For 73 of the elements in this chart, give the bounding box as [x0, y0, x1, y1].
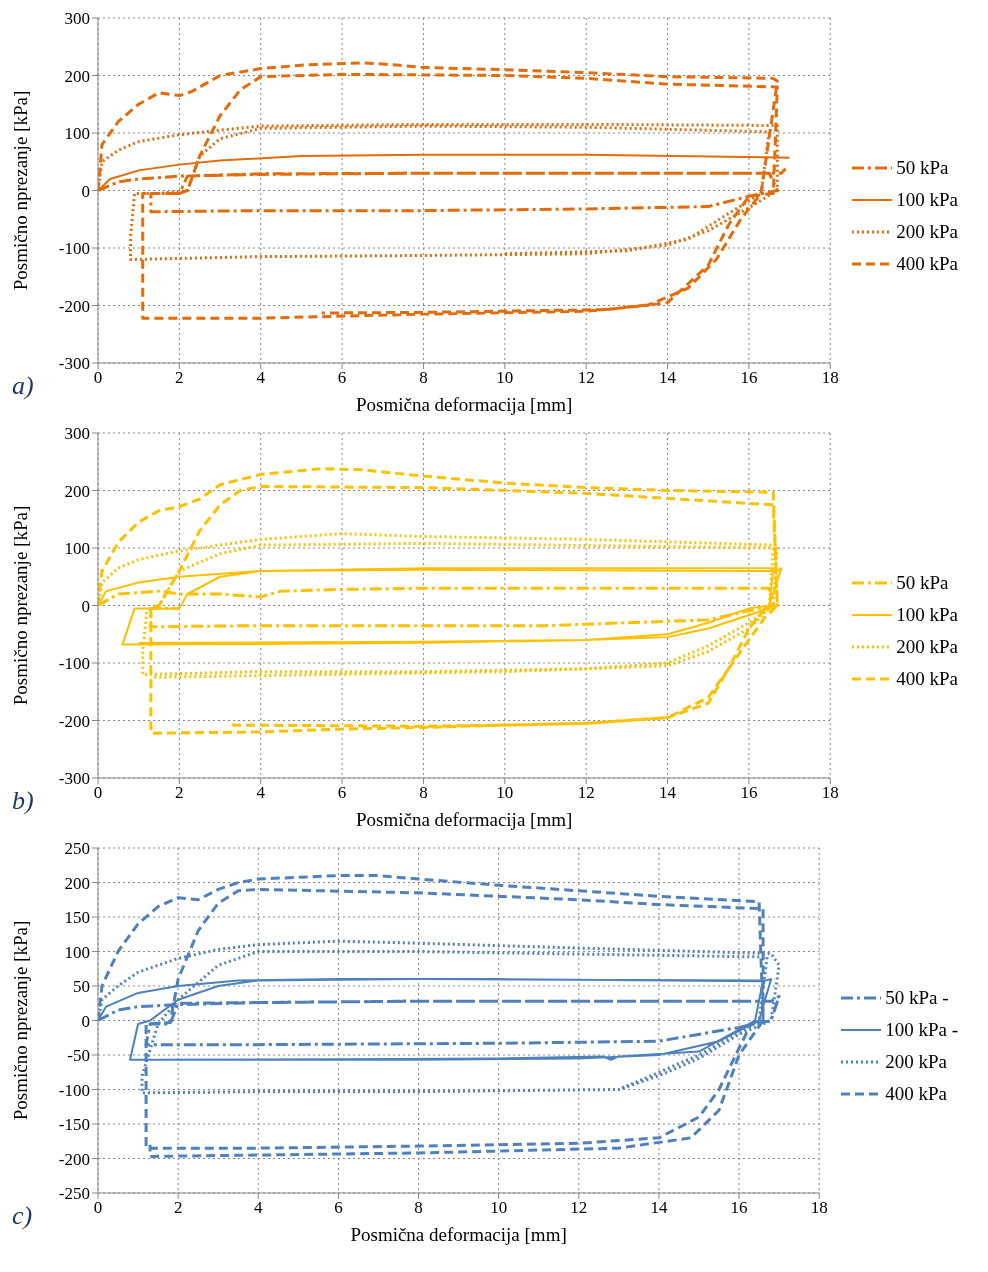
x-tick-label: 16 — [730, 1198, 748, 1218]
legend-label: 100 kPa - — [885, 1018, 958, 1041]
x-tick-label: 14 — [659, 783, 677, 803]
x-tick-label: 8 — [419, 368, 428, 388]
y-tick-label: -300 — [58, 354, 90, 374]
legend-label: 200 kPa — [896, 220, 958, 243]
x-tick-label: 16 — [740, 783, 758, 803]
legend-label: 400 kPa — [885, 1082, 947, 1105]
x-tick-label: 18 — [821, 783, 839, 803]
y-tick-label: 300 — [64, 424, 90, 444]
x-tick-label: 4 — [256, 783, 266, 803]
x-tick-label: 6 — [337, 783, 347, 803]
x-tick-label: 2 — [175, 368, 184, 388]
x-tick-label: 18 — [810, 1198, 828, 1218]
x-tick-label: 2 — [175, 783, 184, 803]
y-tick-label: 0 — [81, 1011, 90, 1031]
x-tick-label: 18 — [821, 368, 839, 388]
y-tick-label: -100 — [58, 1080, 90, 1100]
y-tick-label: 0 — [81, 596, 90, 616]
x-tick-label: 16 — [740, 368, 758, 388]
legend-label: 400 kPa — [896, 667, 958, 690]
y-tick-label: -150 — [58, 1115, 90, 1135]
x-tick-label: 8 — [414, 1198, 423, 1218]
x-tick-label: 2 — [173, 1198, 183, 1218]
x-axis-title: Posmična deformacija [mm] — [355, 394, 573, 415]
y-tick-label: -100 — [58, 654, 90, 674]
y-tick-label: -100 — [58, 239, 90, 259]
x-axis-title: Posmična deformacija [mm] — [355, 809, 573, 830]
legend-label: 50 kPa — [896, 571, 949, 594]
x-tick-label: 8 — [419, 783, 428, 803]
text: c) — [12, 1201, 33, 1231]
y-tick-label: 200 — [64, 873, 90, 893]
y-axis-title: Posmično nprezanje [kPa] — [9, 920, 31, 1121]
y-tick-label: 150 — [64, 908, 90, 928]
text: a) — [12, 371, 34, 401]
x-tick-label: 12 — [570, 1198, 588, 1218]
y-tick-label: 200 — [64, 66, 90, 86]
y-tick-label: -250 — [58, 1184, 90, 1204]
y-tick-label: 100 — [64, 539, 90, 559]
y-tick-label: 300 — [64, 9, 90, 29]
legend-label: 100 kPa — [896, 603, 958, 626]
legend-label: 100 kPa — [896, 188, 958, 211]
legend-label: 50 kPa — [896, 156, 949, 179]
text: b) — [12, 786, 34, 816]
x-tick-label: 10 — [490, 1198, 508, 1218]
x-tick-label: 12 — [577, 783, 595, 803]
y-axis-title: Posmično nprezanje [kPa] — [9, 505, 31, 706]
y-tick-label: -50 — [67, 1046, 90, 1066]
y-tick-label: 100 — [64, 124, 90, 144]
y-tick-label: -200 — [58, 296, 90, 316]
x-tick-label: 14 — [659, 368, 677, 388]
legend-label: 50 kPa - — [885, 986, 949, 1009]
y-tick-label: 200 — [64, 481, 90, 501]
y-tick-label: 100 — [64, 942, 90, 962]
y-tick-label: 50 — [73, 977, 90, 997]
legend-label: 200 kPa — [885, 1050, 947, 1073]
x-tick-label: 12 — [577, 368, 595, 388]
x-tick-label: 4 — [254, 1198, 264, 1218]
x-tick-label: 10 — [496, 783, 514, 803]
legend-label: 400 kPa — [896, 252, 958, 275]
legend-label: 200 kPa — [896, 635, 958, 658]
y-tick-label: -300 — [58, 769, 90, 789]
y-tick-label: 0 — [81, 181, 90, 201]
x-tick-label: 10 — [496, 368, 514, 388]
x-tick-label: 6 — [337, 368, 347, 388]
y-axis-title: Posmično nprezanje [kPa] — [9, 90, 31, 291]
y-tick-label: -200 — [58, 711, 90, 731]
y-tick-label: 250 — [64, 839, 90, 859]
x-tick-label: 4 — [256, 368, 266, 388]
y-tick-label: -200 — [58, 1149, 90, 1169]
x-axis-title: Posmična deformacija [mm] — [350, 1224, 567, 1245]
x-tick-label: 6 — [334, 1198, 343, 1218]
x-tick-label: 14 — [650, 1198, 668, 1218]
